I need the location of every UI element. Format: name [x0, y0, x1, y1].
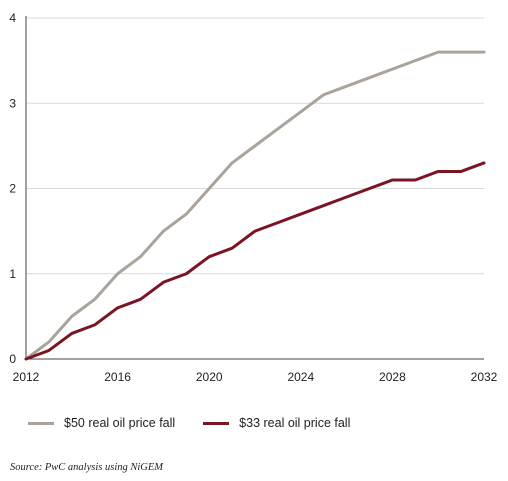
x-tick-labels: 2012 2016 2020 2024 2028 2032 — [13, 370, 498, 384]
y-tick-labels: 0 1 2 3 4 — [9, 11, 16, 366]
series-line-0 — [24, 50, 486, 361]
series-lines — [24, 50, 486, 361]
legend-item-50: $50 real oil price fall — [28, 416, 175, 430]
y-tick-label: 3 — [9, 96, 16, 110]
legend-label: $50 real oil price fall — [64, 416, 176, 430]
legend-swatch — [203, 421, 230, 425]
y-tick-label: 4 — [9, 11, 16, 25]
axes — [25, 16, 484, 360]
legend-swatch — [28, 421, 54, 425]
gridlines — [26, 17, 484, 275]
line-chart: 0 1 2 3 4 2012 2016 2020 2024 2028 2032 — [9, 11, 498, 384]
x-tick-label: 2028 — [379, 370, 406, 384]
x-tick-label: 2024 — [287, 370, 314, 384]
x-tick-label: 2016 — [104, 370, 131, 384]
legend: $50 real oil price fall $33 real oil pri… — [28, 416, 378, 430]
y-tick-label: 0 — [9, 352, 16, 366]
source-note: Source: PwC analysis using NiGEM — [10, 462, 164, 473]
y-tick-label: 2 — [9, 182, 16, 196]
y-tick-label: 1 — [9, 267, 16, 281]
legend-label: $33 real oil price fall — [239, 416, 351, 430]
x-tick-label: 2012 — [13, 370, 40, 384]
x-tick-label: 2032 — [471, 370, 498, 384]
legend-item-33: $33 real oil price fall — [203, 416, 350, 430]
series-line-1 — [24, 161, 486, 361]
x-tick-label: 2020 — [196, 370, 223, 384]
